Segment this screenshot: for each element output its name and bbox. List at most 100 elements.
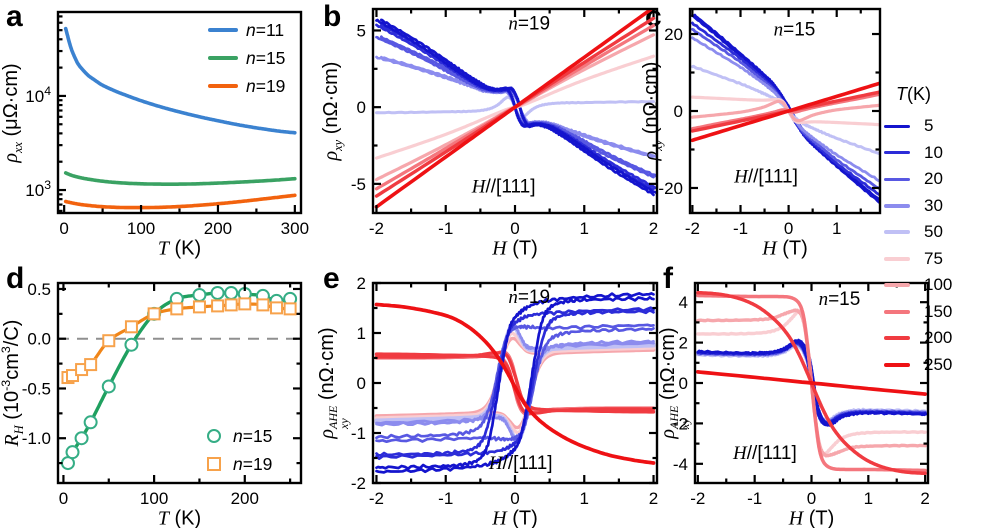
legend-circle-marker (207, 429, 221, 443)
marker-circle (124, 337, 139, 352)
panel-f-ylabel: ρ AHE xy (nΩ·cm) (657, 327, 693, 439)
axis-ticks (373, 9, 657, 213)
series-250 (690, 81, 880, 143)
legend-label: n=15 (233, 425, 273, 446)
legend-line-swatch (884, 203, 910, 208)
panel-b-letter: b (323, 0, 342, 33)
tick-label: -1 (733, 219, 748, 238)
temperature-legend-item-250: 250 (884, 352, 952, 379)
temperature-legend: T(K) 5 10 20 30 50 75 100 150 200 250 (884, 84, 952, 378)
tick-label: 0 (510, 219, 519, 238)
tick-label: 2 (649, 219, 658, 238)
tick-label: 0 (59, 489, 68, 508)
panel-a-chart: 0 100 200 300 103 104 (25, 10, 309, 238)
legend-label: n=11 (246, 19, 285, 40)
series-group (695, 290, 928, 476)
tick-label: 1 (832, 219, 841, 238)
series-200 (374, 351, 656, 414)
tick-label: -5 (351, 175, 366, 194)
axis-ticks (690, 9, 880, 213)
annotation-H111: H//[111] (471, 177, 536, 198)
series-group (63, 26, 297, 210)
tick-label: -4 (673, 455, 688, 474)
tick-label: -20 (658, 179, 683, 198)
tick-label: 0 (59, 219, 68, 238)
series-5 (375, 292, 655, 471)
tick-label: 0.5 (27, 280, 51, 299)
legend-item-n19: n=19 (208, 72, 285, 100)
marker-square (270, 301, 284, 315)
panel-a-xlabel: T (K) (157, 237, 202, 260)
legend-label: 5 (924, 116, 934, 136)
series-250 (695, 370, 928, 396)
temperature-legend-item-150: 150 (884, 299, 952, 326)
series-group (374, 9, 657, 209)
tick-label: 0 (784, 219, 793, 238)
series-group (374, 292, 656, 474)
legend-label: n=19 (246, 75, 286, 96)
panel-b-xlabel: H (T) (492, 237, 538, 260)
panel-f-xlabel: H (T) (788, 507, 835, 528)
tick-label: 2 (357, 274, 366, 293)
legend-item-n15: n=15 (208, 44, 285, 72)
annotation-n15: n=15 (819, 289, 861, 310)
legend-line-swatch (884, 230, 910, 235)
panel-e-ylabel: ρ AHE xy (nΩ·cm) (316, 327, 352, 439)
panel-d-letter: d (6, 262, 25, 295)
tick-label: -2 (369, 219, 384, 238)
series-150 (374, 349, 656, 414)
legend-line-swatch (208, 56, 238, 60)
annotation-H111: H//[111] (733, 166, 798, 187)
panel-d-ylabel: RH (10-3cm3/C) (0, 319, 26, 447)
tick-label: 100 (127, 219, 155, 238)
series-n11 (63, 26, 297, 135)
marker-square (283, 302, 297, 316)
legend-label: 75 (924, 248, 943, 268)
tick-label: 300 (281, 219, 309, 238)
tick-label: 1 (580, 219, 589, 238)
series-250 (374, 9, 655, 209)
temperature-legend-item-10: 10 (884, 140, 952, 167)
legend-line-swatch (884, 256, 910, 261)
legend-line-swatch (884, 124, 910, 128)
legend-label: 200 (924, 328, 953, 348)
marker-circle (210, 285, 225, 300)
tick-label: -2 (369, 489, 384, 508)
legend-label: n=19 (233, 453, 273, 474)
tick-label: 200 (231, 489, 259, 508)
marker-square (84, 358, 98, 372)
marker-circle (224, 285, 239, 300)
tick-label: -2 (673, 414, 688, 433)
tick-label: -1.0 (22, 429, 51, 448)
tick-label: 0.0 (27, 330, 51, 349)
tick-label: -1 (747, 489, 762, 508)
panel-a-letter: a (6, 0, 23, 33)
temperature-legend-item-30: 30 (884, 193, 952, 220)
panel-d-legend: n=15 n=19 (204, 422, 272, 478)
tick-label: 2 (679, 334, 688, 353)
tick-label: -2 (690, 489, 705, 508)
temperature-legend-item-75: 75 (884, 246, 952, 273)
tick-label: 1 (580, 489, 589, 508)
tick-label: -2 (351, 474, 366, 493)
tick-label: 104 (25, 84, 51, 106)
legend-line-swatch (208, 84, 238, 88)
legend-item-n19: n=19 (204, 450, 272, 478)
marker-circle (65, 445, 80, 460)
legend-item-n15: n=15 (204, 422, 272, 450)
series-n15 (63, 171, 297, 186)
tick-label: 100 (140, 489, 168, 508)
panel-e-xlabel: H (T) (492, 507, 538, 528)
tick-label: -1 (351, 424, 366, 443)
annotation-n19: n=19 (508, 287, 550, 308)
tick-label: 20 (664, 25, 683, 44)
panel-b-chart: -2 -1 0 1 2 -5 0 5 n=19 H//[111] (351, 7, 658, 238)
panel-c-chart: -2 -1 0 1 -20 0 20 n=15 H//[111] (658, 7, 882, 238)
legend-label: 30 (924, 195, 943, 215)
panel-e-letter: e (323, 262, 340, 295)
tick-label: 4 (679, 293, 688, 312)
marker-square (147, 307, 161, 321)
tick-label: -2 (685, 219, 700, 238)
